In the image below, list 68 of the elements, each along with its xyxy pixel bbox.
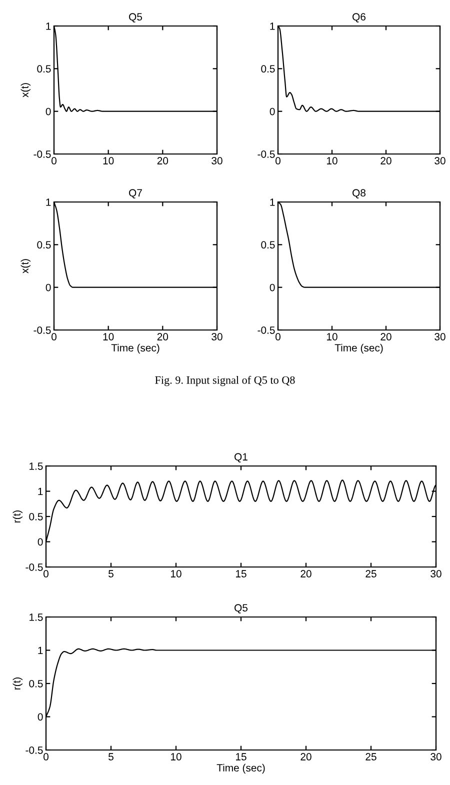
x-tick-label: 20 bbox=[157, 157, 168, 164]
x-tick-label: 30 bbox=[212, 333, 222, 340]
x-tick-label: 10 bbox=[171, 753, 182, 760]
y-tick-label: -0.5 bbox=[258, 150, 275, 158]
y-tick-label: 0 bbox=[38, 713, 43, 721]
y-tick-label: 1.5 bbox=[30, 614, 43, 621]
chart-title: Q1 bbox=[234, 453, 248, 462]
x-tick-label: 5 bbox=[108, 753, 114, 760]
y-axis-title: r(t) bbox=[12, 677, 22, 690]
y-tick-label: 0 bbox=[46, 108, 51, 116]
y-tick-label: 0.5 bbox=[261, 65, 275, 73]
y-tick-label: 0 bbox=[270, 108, 275, 116]
x-tick-label: 10 bbox=[103, 157, 114, 164]
x-tick-label: 0 bbox=[276, 157, 280, 164]
y-tick-label: 0.5 bbox=[261, 241, 275, 249]
x-axis-title: Time (sec) bbox=[216, 764, 265, 774]
y-tick-label: 1.5 bbox=[30, 462, 43, 470]
x-tick-label: 20 bbox=[380, 157, 392, 164]
x-axis-title: Time (sec) bbox=[111, 344, 160, 354]
x-axis-title: Time (sec) bbox=[334, 344, 383, 354]
y-tick-label: 0.5 bbox=[37, 241, 51, 249]
chart-title: Q5 bbox=[129, 13, 142, 22]
y-tick-label: 1 bbox=[38, 646, 43, 654]
y-tick-label: 0 bbox=[38, 538, 43, 546]
x-tick-label: 20 bbox=[380, 333, 392, 340]
x-tick-label: 30 bbox=[434, 157, 446, 164]
y-axis-title: x(t) bbox=[20, 83, 30, 98]
x-tick-label: 0 bbox=[52, 333, 56, 340]
x-tick-label: 25 bbox=[366, 570, 376, 578]
y-tick-label: 0 bbox=[46, 284, 51, 292]
y-tick-label: -0.5 bbox=[34, 150, 51, 158]
x-tick-label: 0 bbox=[276, 333, 280, 340]
chart-title: Q5 bbox=[234, 604, 248, 614]
x-tick-label: 20 bbox=[300, 753, 312, 760]
x-tick-label: 30 bbox=[430, 753, 442, 760]
x-tick-label: 10 bbox=[103, 333, 114, 340]
chart-title: Q7 bbox=[129, 189, 142, 198]
x-tick-label: 15 bbox=[236, 753, 246, 760]
x-tick-label: 25 bbox=[366, 753, 376, 760]
y-axis-title: x(t) bbox=[20, 259, 30, 274]
y-tick-label: 0.5 bbox=[37, 65, 51, 73]
y-axis-title: r(t) bbox=[12, 510, 22, 522]
y-tick-label: 1 bbox=[270, 22, 275, 30]
x-tick-label: 30 bbox=[434, 333, 446, 340]
x-tick-label: 10 bbox=[327, 333, 338, 340]
x-tick-label: 10 bbox=[327, 157, 338, 164]
y-tick-label: 1 bbox=[38, 488, 43, 496]
x-tick-label: 10 bbox=[171, 570, 182, 578]
x-tick-label: 20 bbox=[157, 333, 168, 340]
y-tick-label: -0.5 bbox=[26, 746, 43, 754]
x-tick-label: 30 bbox=[212, 157, 222, 164]
y-tick-label: 1 bbox=[46, 22, 51, 30]
x-tick-label: 0 bbox=[52, 157, 56, 164]
y-tick-label: -0.5 bbox=[34, 326, 51, 334]
x-tick-label: 20 bbox=[300, 570, 312, 578]
caption: Fig. 9. Input signal of Q5 to Q8 bbox=[155, 376, 295, 386]
x-tick-label: 15 bbox=[236, 570, 246, 578]
y-tick-label: -0.5 bbox=[258, 326, 275, 334]
x-tick-label: 30 bbox=[430, 570, 442, 578]
y-tick-label: 0 bbox=[270, 284, 275, 292]
y-tick-label: 1 bbox=[270, 198, 275, 206]
chart-title: Q6 bbox=[352, 13, 366, 22]
x-tick-label: 5 bbox=[108, 570, 114, 578]
chart-title: Q8 bbox=[352, 189, 366, 198]
y-tick-label: -0.5 bbox=[26, 564, 43, 571]
y-tick-label: 0.5 bbox=[29, 680, 43, 688]
y-tick-label: 1 bbox=[46, 198, 51, 206]
y-tick-label: 0.5 bbox=[29, 513, 43, 520]
